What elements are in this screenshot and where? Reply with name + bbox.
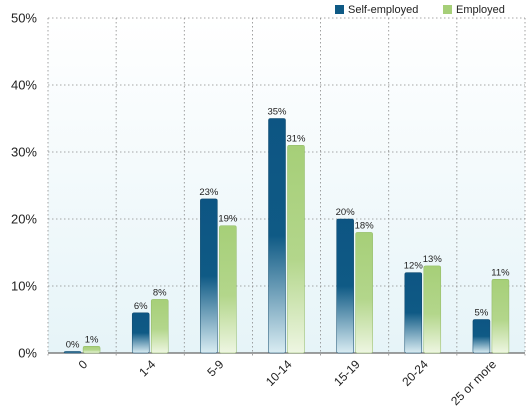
y-tick-label: 30% (11, 145, 37, 160)
data-label-self-employed: 20% (336, 207, 356, 218)
bar-employed (355, 232, 373, 354)
bar-self-employed (472, 319, 491, 354)
x-tick-label: 0 (76, 357, 91, 372)
legend-swatch-employed (443, 5, 452, 14)
x-tick-label: 20-24 (399, 357, 431, 389)
bar-self-employed (63, 351, 82, 354)
y-tick-label: 20% (11, 212, 37, 227)
data-labels: 0% 1% 6% 8% 23% 19% 35% 31% 20% 18% 12%13% 5% 11% (66, 107, 510, 351)
x-tick-label: 1-4 (136, 357, 158, 379)
data-label-self-employed: 35% (267, 107, 287, 118)
data-label-employed: 13% (423, 254, 443, 265)
data-label-self-employed: 6% (134, 301, 148, 312)
bar-employed (423, 265, 442, 354)
bar-self-employed (404, 272, 423, 354)
bar-self-employed (131, 312, 150, 354)
data-label-employed: 19% (218, 214, 238, 225)
data-label-employed: 1% (85, 334, 99, 345)
x-tick-label: 10-14 (263, 357, 295, 389)
bar-employed (491, 279, 510, 354)
data-label-self-employed: 0% (66, 340, 80, 351)
bar-employed (287, 145, 305, 354)
x-tick-label: 5-9 (204, 357, 226, 379)
bar-self-employed (268, 118, 286, 354)
y-axis-tick-labels: 0% 10% 20% 30% 40% 50% (11, 11, 37, 361)
legend-swatch-self-employed (335, 5, 344, 14)
x-axis-tick-labels: 0 1-4 5-9 10-14 15-19 20-24 25 or more (76, 357, 500, 408)
y-tick-label: 40% (11, 78, 37, 93)
gridlines (47, 17, 526, 358)
data-label-employed: 18% (355, 220, 375, 231)
data-label-self-employed: 5% (475, 308, 489, 319)
bar-self-employed (200, 198, 218, 354)
data-label-employed: 8% (153, 287, 167, 298)
bar-employed (219, 225, 237, 354)
bars (63, 118, 510, 354)
data-label-self-employed: 23% (199, 187, 219, 198)
legend-label-self-employed: Self-employed (348, 4, 418, 16)
x-tick-label: 25 or more (448, 357, 499, 408)
bar-employed (82, 346, 101, 354)
legend: Self-employed Employed (335, 4, 505, 16)
y-tick-label: 0% (18, 346, 37, 361)
plot-area (48, 18, 525, 353)
legend-label-employed: Employed (456, 4, 505, 16)
bar-employed (150, 299, 169, 354)
data-label-employed: 11% (491, 267, 510, 278)
bar-self-employed (336, 218, 354, 354)
y-tick-label: 50% (11, 11, 37, 26)
data-label-employed: 31% (286, 133, 306, 144)
x-tick-label: 15-19 (331, 357, 363, 389)
data-label-self-employed: 12% (404, 261, 424, 272)
y-tick-label: 10% (11, 279, 37, 294)
